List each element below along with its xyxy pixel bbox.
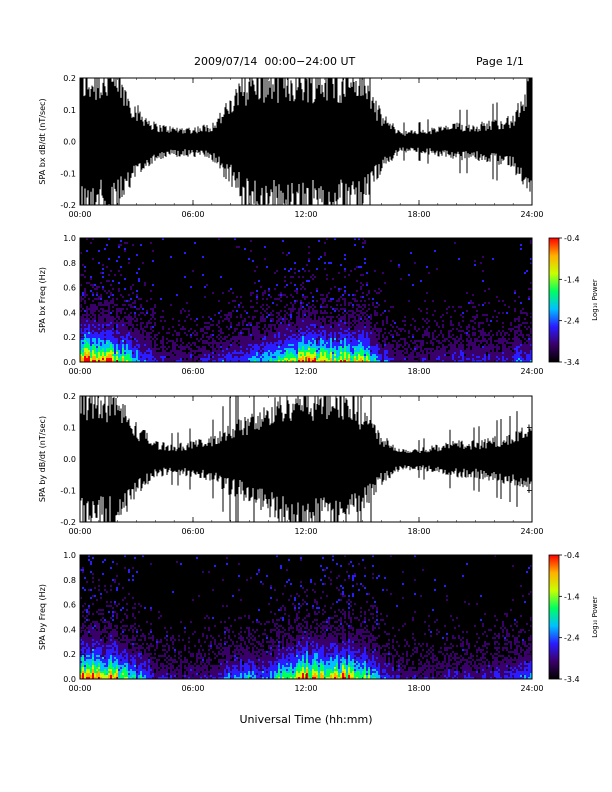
signal-trace-0 (79, 78, 533, 205)
x-tick-label: 24:00 (520, 527, 543, 536)
y-tick-label: 0.4 (63, 308, 76, 317)
x-tick-label: 12:00 (294, 527, 317, 536)
y-tick-label: 0.6 (63, 601, 76, 610)
y-tick-label: 0.2 (63, 74, 76, 83)
page-title: 2009/07/14 00:00−24:00 UT (194, 55, 356, 68)
colorbar-tick-label: -2.4 (564, 317, 580, 326)
y-tick-label: 0.4 (63, 625, 76, 634)
y-axis-label: SPA by dB/dt (nT/sec) (38, 416, 47, 502)
y-tick-label: 0.1 (63, 106, 76, 115)
y-tick-label: -0.1 (60, 487, 76, 496)
y-axis-label: SPA bx dB/dt (nT/sec) (38, 98, 47, 184)
y-tick-label: 0.0 (63, 358, 76, 367)
y-tick-label: -0.2 (60, 518, 76, 527)
spectrogram-cells-1 (80, 238, 532, 362)
y-tick-label: 0.2 (63, 333, 76, 342)
x-tick-label: 06:00 (181, 210, 204, 219)
y-tick-label: 0.6 (63, 284, 76, 293)
y-tick-label: 0.0 (63, 138, 76, 147)
x-axis-label: Universal Time (hh:mm) (240, 713, 373, 726)
x-tick-label: 18:00 (407, 684, 430, 693)
y-tick-label: 0.1 (63, 424, 76, 433)
y-axis-label: SPA bx Freq (Hz) (38, 267, 47, 333)
colorbar-1 (548, 237, 560, 363)
y-tick-label: 0.0 (63, 455, 76, 464)
colorbar-tick-label: -2.4 (564, 634, 580, 643)
colorbar-3 (548, 554, 560, 680)
x-tick-label: 06:00 (181, 367, 204, 376)
x-tick-label: 12:00 (294, 684, 317, 693)
y-tick-label: 1.0 (63, 551, 76, 560)
y-tick-label: -0.2 (60, 201, 76, 210)
x-tick-label: 12:00 (294, 367, 317, 376)
x-tick-label: 12:00 (294, 210, 317, 219)
x-tick-label: 00:00 (68, 367, 91, 376)
y-tick-label: 1.0 (63, 234, 76, 243)
x-tick-label: 24:00 (520, 210, 543, 219)
y-axis-label: SPA by Freq (Hz) (38, 584, 47, 650)
y-tick-label: 0.8 (63, 576, 76, 585)
signal-trace-2 (79, 396, 533, 522)
y-tick-label: 0.0 (63, 675, 76, 684)
colorbar-tick-label: -0.4 (564, 551, 580, 560)
x-tick-label: 18:00 (407, 367, 430, 376)
y-tick-label: 0.2 (63, 392, 76, 401)
colorbar-label: Log₁₀ Power (591, 279, 599, 321)
x-tick-label: 18:00 (407, 527, 430, 536)
x-tick-label: 06:00 (181, 684, 204, 693)
y-tick-label: -0.1 (60, 169, 76, 178)
colorbar-tick-label: -3.4 (564, 358, 580, 367)
page-number: Page 1/1 (476, 55, 524, 68)
x-tick-label: 00:00 (68, 527, 91, 536)
y-tick-label: 0.8 (63, 259, 76, 268)
x-tick-label: 00:00 (68, 210, 91, 219)
colorbar-label: Log₁₀ Power (591, 596, 599, 638)
y-tick-label: 0.2 (63, 650, 76, 659)
spectrogram-cells-3 (80, 555, 532, 679)
x-tick-label: 18:00 (407, 210, 430, 219)
x-tick-label: 06:00 (181, 527, 204, 536)
x-tick-label: 24:00 (520, 367, 543, 376)
colorbar-tick-label: -3.4 (564, 675, 580, 684)
colorbar-tick-label: -1.4 (564, 275, 580, 284)
x-tick-label: 24:00 (520, 684, 543, 693)
x-tick-label: 00:00 (68, 684, 91, 693)
colorbar-tick-label: -1.4 (564, 592, 580, 601)
colorbar-tick-label: -0.4 (564, 234, 580, 243)
